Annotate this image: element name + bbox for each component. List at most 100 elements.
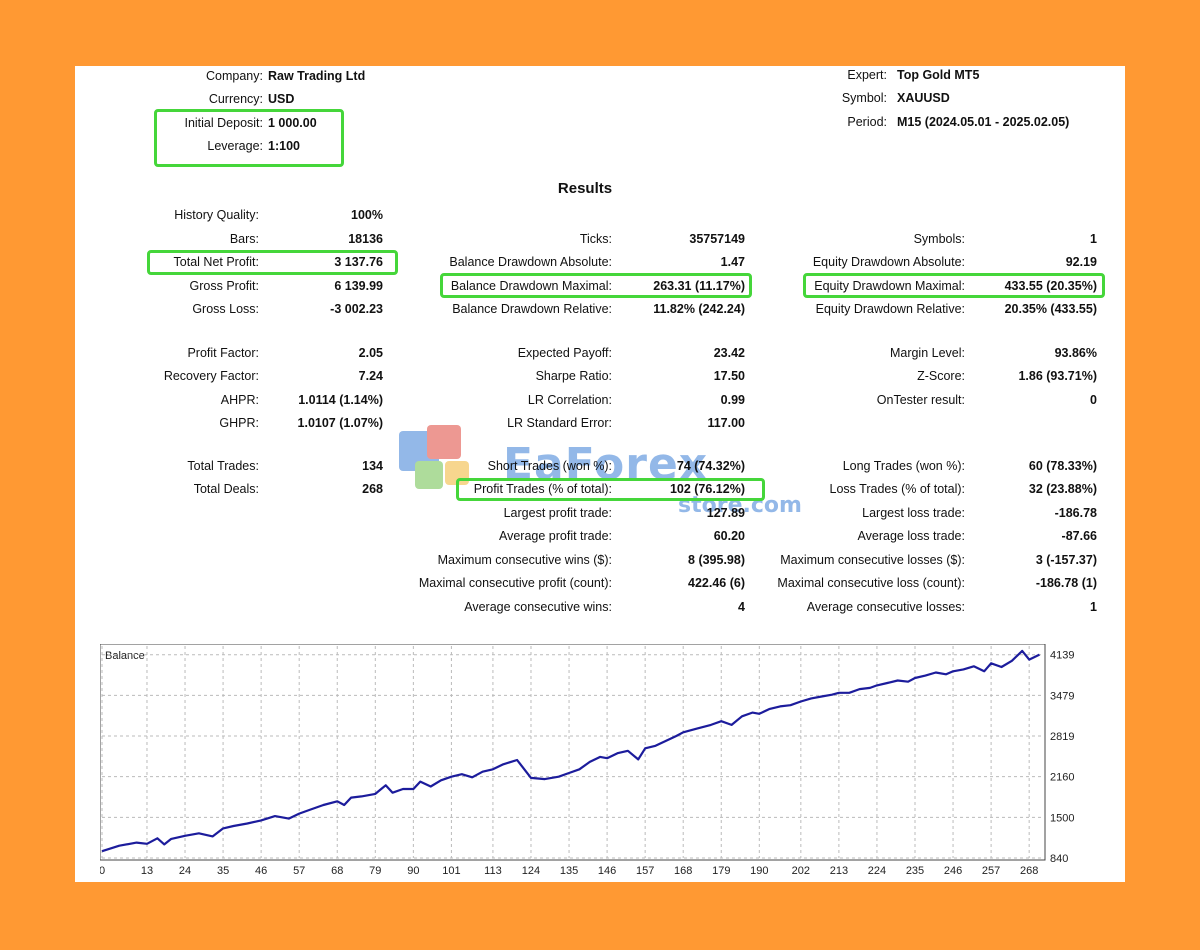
col2-stat-value: 8 (395.98) bbox=[688, 553, 745, 567]
currency-value: USD bbox=[268, 92, 295, 106]
col2-stat-value: 4 bbox=[738, 600, 745, 614]
col1-stat-label: Bars: bbox=[229, 232, 259, 246]
equity-drawdown-highlight-box bbox=[803, 273, 1105, 298]
symbol-value: XAUUSD bbox=[897, 91, 950, 105]
y-tick-label: 2160 bbox=[1050, 772, 1074, 784]
col1-stat-value: 100% bbox=[351, 208, 383, 222]
y-tick-label: 4139 bbox=[1050, 650, 1074, 662]
y-tick-label: 1500 bbox=[1050, 812, 1074, 824]
period-value: M15 (2024.05.01 - 2025.02.05) bbox=[897, 115, 1070, 129]
col2-stat-label: Average consecutive wins: bbox=[464, 600, 612, 614]
col1-stat-value: 6 139.99 bbox=[334, 279, 383, 293]
x-tick-label: 168 bbox=[674, 865, 692, 877]
col3-stat-label: Z-Score: bbox=[917, 369, 965, 383]
x-tick-label: 213 bbox=[830, 865, 848, 877]
col2-stat-label: Expected Payoff: bbox=[517, 346, 612, 360]
balance-chart: Balance 840 1500 2160 2819 3479 4139 0 13 24 35 4… bbox=[100, 644, 1074, 877]
col2-stat-value: 117.00 bbox=[707, 416, 745, 430]
col3-stat-label: Equity Drawdown Absolute: bbox=[812, 255, 965, 269]
col1-stat-label: Total Trades: bbox=[187, 459, 259, 473]
col2-stat-value: 11.82% (242.24) bbox=[653, 302, 745, 316]
x-tick-label: 190 bbox=[750, 865, 768, 877]
initial-deposit-label: Initial Deposit: bbox=[184, 116, 263, 130]
col3-stat-label: Symbols: bbox=[913, 232, 965, 246]
col1-stat-label: GHPR: bbox=[219, 416, 259, 430]
chart-x-ticks: 0 13 24 35 46 57 68 79 90 101 113 124 135 146 157 168 17… bbox=[100, 865, 1038, 877]
col3-stat-value: 1 bbox=[1090, 600, 1097, 614]
col3-stat-label: Equity Drawdown Relative: bbox=[815, 302, 965, 316]
col2-stat-value: 102 (76.12%) bbox=[669, 482, 745, 496]
report-panel: Company: Raw Trading Ltd Currency: USD I… bbox=[75, 66, 1125, 882]
watermark-sub: store.com bbox=[678, 493, 802, 518]
col2-stat-value: 74 (74.32%) bbox=[676, 459, 745, 473]
col1-stat-value: 134 bbox=[362, 459, 383, 473]
col3-stat-value: -186.78 bbox=[1054, 506, 1097, 520]
col2-stat-label: Largest profit trade: bbox=[503, 506, 612, 520]
company-value: Raw Trading Ltd bbox=[268, 69, 366, 83]
col3-stat-label: Long Trades (won %): bbox=[842, 459, 965, 473]
col1-stat-label: History Quality: bbox=[174, 208, 259, 222]
col2-stat-label: Average profit trade: bbox=[498, 529, 612, 543]
net-profit-highlight-box bbox=[147, 250, 398, 275]
x-tick-label: 146 bbox=[598, 865, 616, 877]
col1-stat-label: Total Net Profit: bbox=[173, 255, 259, 269]
x-tick-label: 13 bbox=[141, 865, 153, 877]
company-label: Company: bbox=[206, 69, 263, 83]
x-tick-label: 224 bbox=[868, 865, 886, 877]
initial-deposit-value: 1 000.00 bbox=[268, 116, 317, 130]
chart-series bbox=[101, 649, 1040, 853]
col3-stat-label: Average loss trade: bbox=[857, 529, 965, 543]
col3-stat-value: 433.55 (20.35%) bbox=[1004, 279, 1097, 293]
x-tick-label: 90 bbox=[407, 865, 419, 877]
col3-stat-value: 20.35% (433.55) bbox=[1004, 302, 1097, 316]
x-tick-label: 57 bbox=[293, 865, 305, 877]
x-tick-label: 257 bbox=[982, 865, 1000, 877]
x-tick-label: 79 bbox=[369, 865, 381, 877]
watermark: EaForex store.com bbox=[393, 421, 813, 521]
col1-stat-value: 1.0107 (1.07%) bbox=[297, 416, 383, 430]
chart-grid bbox=[101, 646, 1043, 859]
expert-value: Top Gold MT5 bbox=[897, 68, 980, 82]
expert-label: Expert: bbox=[847, 68, 887, 82]
col3-stat-label: OnTester result: bbox=[876, 393, 965, 407]
col2-stat-value: 0.99 bbox=[720, 393, 745, 407]
leverage-value: 1:100 bbox=[268, 139, 300, 153]
col3-stat-label: Largest loss trade: bbox=[862, 506, 965, 520]
col2-stat-label: LR Correlation: bbox=[527, 393, 612, 407]
col1-stat-value: 7.24 bbox=[358, 369, 383, 383]
col3-stat-label: Maximal consecutive loss (count): bbox=[777, 576, 965, 590]
x-tick-label: 179 bbox=[712, 865, 730, 877]
col3-stat-value: 92.19 bbox=[1065, 255, 1097, 269]
balance-line bbox=[101, 649, 1040, 853]
col3-stat-label: Margin Level: bbox=[889, 346, 965, 360]
chart-y-ticks: 840 1500 2160 2819 3479 4139 bbox=[1050, 650, 1074, 865]
col3-stat-value: -87.66 bbox=[1061, 529, 1097, 543]
col2-stat-value: 263.31 (11.17%) bbox=[653, 279, 745, 293]
x-tick-label: 24 bbox=[179, 865, 191, 877]
col1-stat-value: 3 137.76 bbox=[334, 255, 383, 269]
x-tick-label: 235 bbox=[906, 865, 924, 877]
period-label: Period: bbox=[847, 115, 887, 129]
watermark-brand: EaForex bbox=[503, 439, 709, 490]
col2-stat-value: 60.20 bbox=[713, 529, 745, 543]
col2-stat-value: 23.42 bbox=[713, 346, 745, 360]
col2-stat-label: Sharpe Ratio: bbox=[535, 369, 612, 383]
col2-stat-label: Balance Drawdown Maximal: bbox=[450, 279, 612, 293]
col2-stat-label: Short Trades (won %): bbox=[487, 459, 612, 473]
col2-stat-label: Balance Drawdown Absolute: bbox=[449, 255, 612, 269]
col1-stat-value: -3 002.23 bbox=[330, 302, 383, 316]
col1-stat-label: Recovery Factor: bbox=[163, 369, 259, 383]
y-tick-label: 840 bbox=[1050, 853, 1068, 865]
col1-stat-label: AHPR: bbox=[220, 393, 259, 407]
col1-stat-label: Gross Profit: bbox=[189, 279, 259, 293]
col1-stat-label: Gross Loss: bbox=[192, 302, 259, 316]
col3-stat-value: -186.78 (1) bbox=[1035, 576, 1097, 590]
col3-stat-value: 60 (78.33%) bbox=[1028, 459, 1097, 473]
col1-stat-label: Profit Factor: bbox=[187, 346, 259, 360]
col2-stat-label: Ticks: bbox=[579, 232, 612, 246]
profit-trades-highlight-box bbox=[456, 478, 765, 501]
col2-stat-label: Maximum consecutive wins ($): bbox=[437, 553, 612, 567]
x-tick-label: 246 bbox=[944, 865, 962, 877]
symbol-label: Symbol: bbox=[841, 91, 887, 105]
col1-stat-value: 1.0114 (1.14%) bbox=[298, 393, 383, 407]
